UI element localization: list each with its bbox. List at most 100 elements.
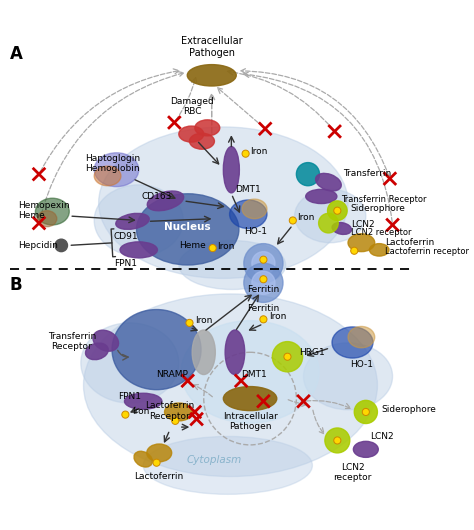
Text: Ferritin: Ferritin — [247, 304, 280, 313]
Ellipse shape — [369, 244, 389, 256]
Ellipse shape — [112, 310, 201, 390]
Circle shape — [351, 247, 358, 254]
Circle shape — [284, 353, 291, 360]
Ellipse shape — [225, 330, 245, 375]
Ellipse shape — [223, 147, 239, 193]
Circle shape — [260, 316, 267, 323]
Text: LCN2
receptor: LCN2 receptor — [333, 463, 372, 482]
Circle shape — [273, 342, 302, 372]
Circle shape — [319, 214, 338, 233]
Text: Transferrin Receptor: Transferrin Receptor — [341, 195, 427, 204]
Circle shape — [244, 244, 283, 283]
Circle shape — [354, 400, 377, 423]
Text: Lactoferrin receptor: Lactoferrin receptor — [385, 247, 469, 256]
Ellipse shape — [190, 133, 214, 149]
Ellipse shape — [137, 194, 239, 265]
Circle shape — [325, 428, 350, 453]
Ellipse shape — [94, 153, 139, 187]
Ellipse shape — [147, 444, 172, 462]
Ellipse shape — [348, 326, 375, 348]
Text: HRG1: HRG1 — [299, 348, 325, 357]
Circle shape — [55, 239, 67, 252]
Text: Damaged
RBC: Damaged RBC — [170, 97, 214, 116]
Text: Iron: Iron — [297, 213, 315, 222]
Text: Lactoferrin: Lactoferrin — [135, 472, 184, 481]
Ellipse shape — [99, 127, 348, 278]
Ellipse shape — [143, 436, 312, 494]
Text: Cytoplasm: Cytoplasm — [187, 455, 242, 465]
Text: Siderophore: Siderophore — [381, 405, 436, 414]
Ellipse shape — [187, 65, 236, 86]
Circle shape — [334, 207, 341, 214]
Ellipse shape — [179, 241, 286, 289]
Text: Lactoferrin: Lactoferrin — [385, 238, 435, 248]
Circle shape — [242, 150, 249, 157]
Ellipse shape — [303, 343, 392, 410]
Text: Iron: Iron — [133, 408, 150, 417]
Text: Transferrin
Receptor: Transferrin Receptor — [48, 332, 96, 351]
Ellipse shape — [36, 198, 69, 225]
Ellipse shape — [195, 120, 220, 136]
Text: NRAMP: NRAMP — [156, 370, 188, 379]
Text: Transferrin: Transferrin — [344, 169, 392, 178]
Ellipse shape — [192, 330, 215, 375]
Ellipse shape — [83, 294, 377, 476]
Text: B: B — [9, 276, 22, 294]
Circle shape — [153, 459, 160, 466]
Circle shape — [122, 411, 129, 418]
Text: LCN2: LCN2 — [370, 432, 394, 441]
Ellipse shape — [179, 126, 204, 142]
Text: LCN2 receptor: LCN2 receptor — [351, 228, 411, 237]
Ellipse shape — [223, 386, 277, 411]
Ellipse shape — [85, 343, 108, 360]
Ellipse shape — [316, 173, 341, 191]
Ellipse shape — [229, 200, 267, 228]
Circle shape — [289, 217, 296, 224]
Circle shape — [296, 163, 319, 186]
Text: LCN2: LCN2 — [351, 220, 374, 229]
Ellipse shape — [94, 166, 121, 185]
Ellipse shape — [294, 189, 366, 243]
Circle shape — [186, 320, 193, 326]
Circle shape — [362, 409, 369, 416]
Ellipse shape — [120, 242, 157, 258]
Text: Hepcidin: Hepcidin — [18, 241, 58, 250]
Text: FPN1: FPN1 — [118, 392, 141, 401]
Text: Hemopexin
Heme: Hemopexin Heme — [18, 201, 70, 220]
Text: Iron: Iron — [217, 242, 235, 251]
Ellipse shape — [81, 323, 179, 403]
Circle shape — [328, 201, 347, 220]
Ellipse shape — [181, 321, 319, 423]
Text: CD163: CD163 — [141, 192, 172, 201]
Text: DMT1: DMT1 — [241, 370, 267, 379]
Text: CD91: CD91 — [113, 232, 137, 241]
Ellipse shape — [134, 451, 152, 467]
Ellipse shape — [93, 330, 118, 351]
Circle shape — [260, 256, 267, 263]
Text: Lactoferrin
Receptor: Lactoferrin Receptor — [145, 401, 194, 421]
Text: HO-1: HO-1 — [244, 227, 267, 236]
Text: Haptoglogin
Hemoglobin: Haptoglogin Hemoglobin — [85, 154, 140, 173]
Text: Heme: Heme — [179, 241, 206, 250]
Ellipse shape — [147, 191, 183, 211]
Ellipse shape — [125, 393, 162, 409]
Ellipse shape — [116, 214, 149, 229]
Ellipse shape — [353, 441, 378, 457]
Text: Ferritin: Ferritin — [247, 286, 280, 295]
Text: Intracellular
Pathogen: Intracellular Pathogen — [223, 412, 277, 431]
Circle shape — [172, 417, 179, 425]
Text: Iron: Iron — [250, 146, 267, 155]
Ellipse shape — [306, 189, 337, 204]
Text: HO-1: HO-1 — [350, 360, 373, 369]
Text: Iron: Iron — [269, 312, 286, 321]
Ellipse shape — [37, 210, 57, 227]
Ellipse shape — [332, 327, 373, 358]
Text: Extracellular
Pathogen: Extracellular Pathogen — [181, 36, 243, 58]
Circle shape — [244, 263, 283, 303]
Ellipse shape — [242, 199, 267, 219]
Circle shape — [252, 252, 275, 275]
Circle shape — [252, 271, 275, 294]
Circle shape — [209, 244, 216, 252]
Ellipse shape — [94, 185, 183, 256]
Text: DMT1: DMT1 — [235, 185, 261, 194]
